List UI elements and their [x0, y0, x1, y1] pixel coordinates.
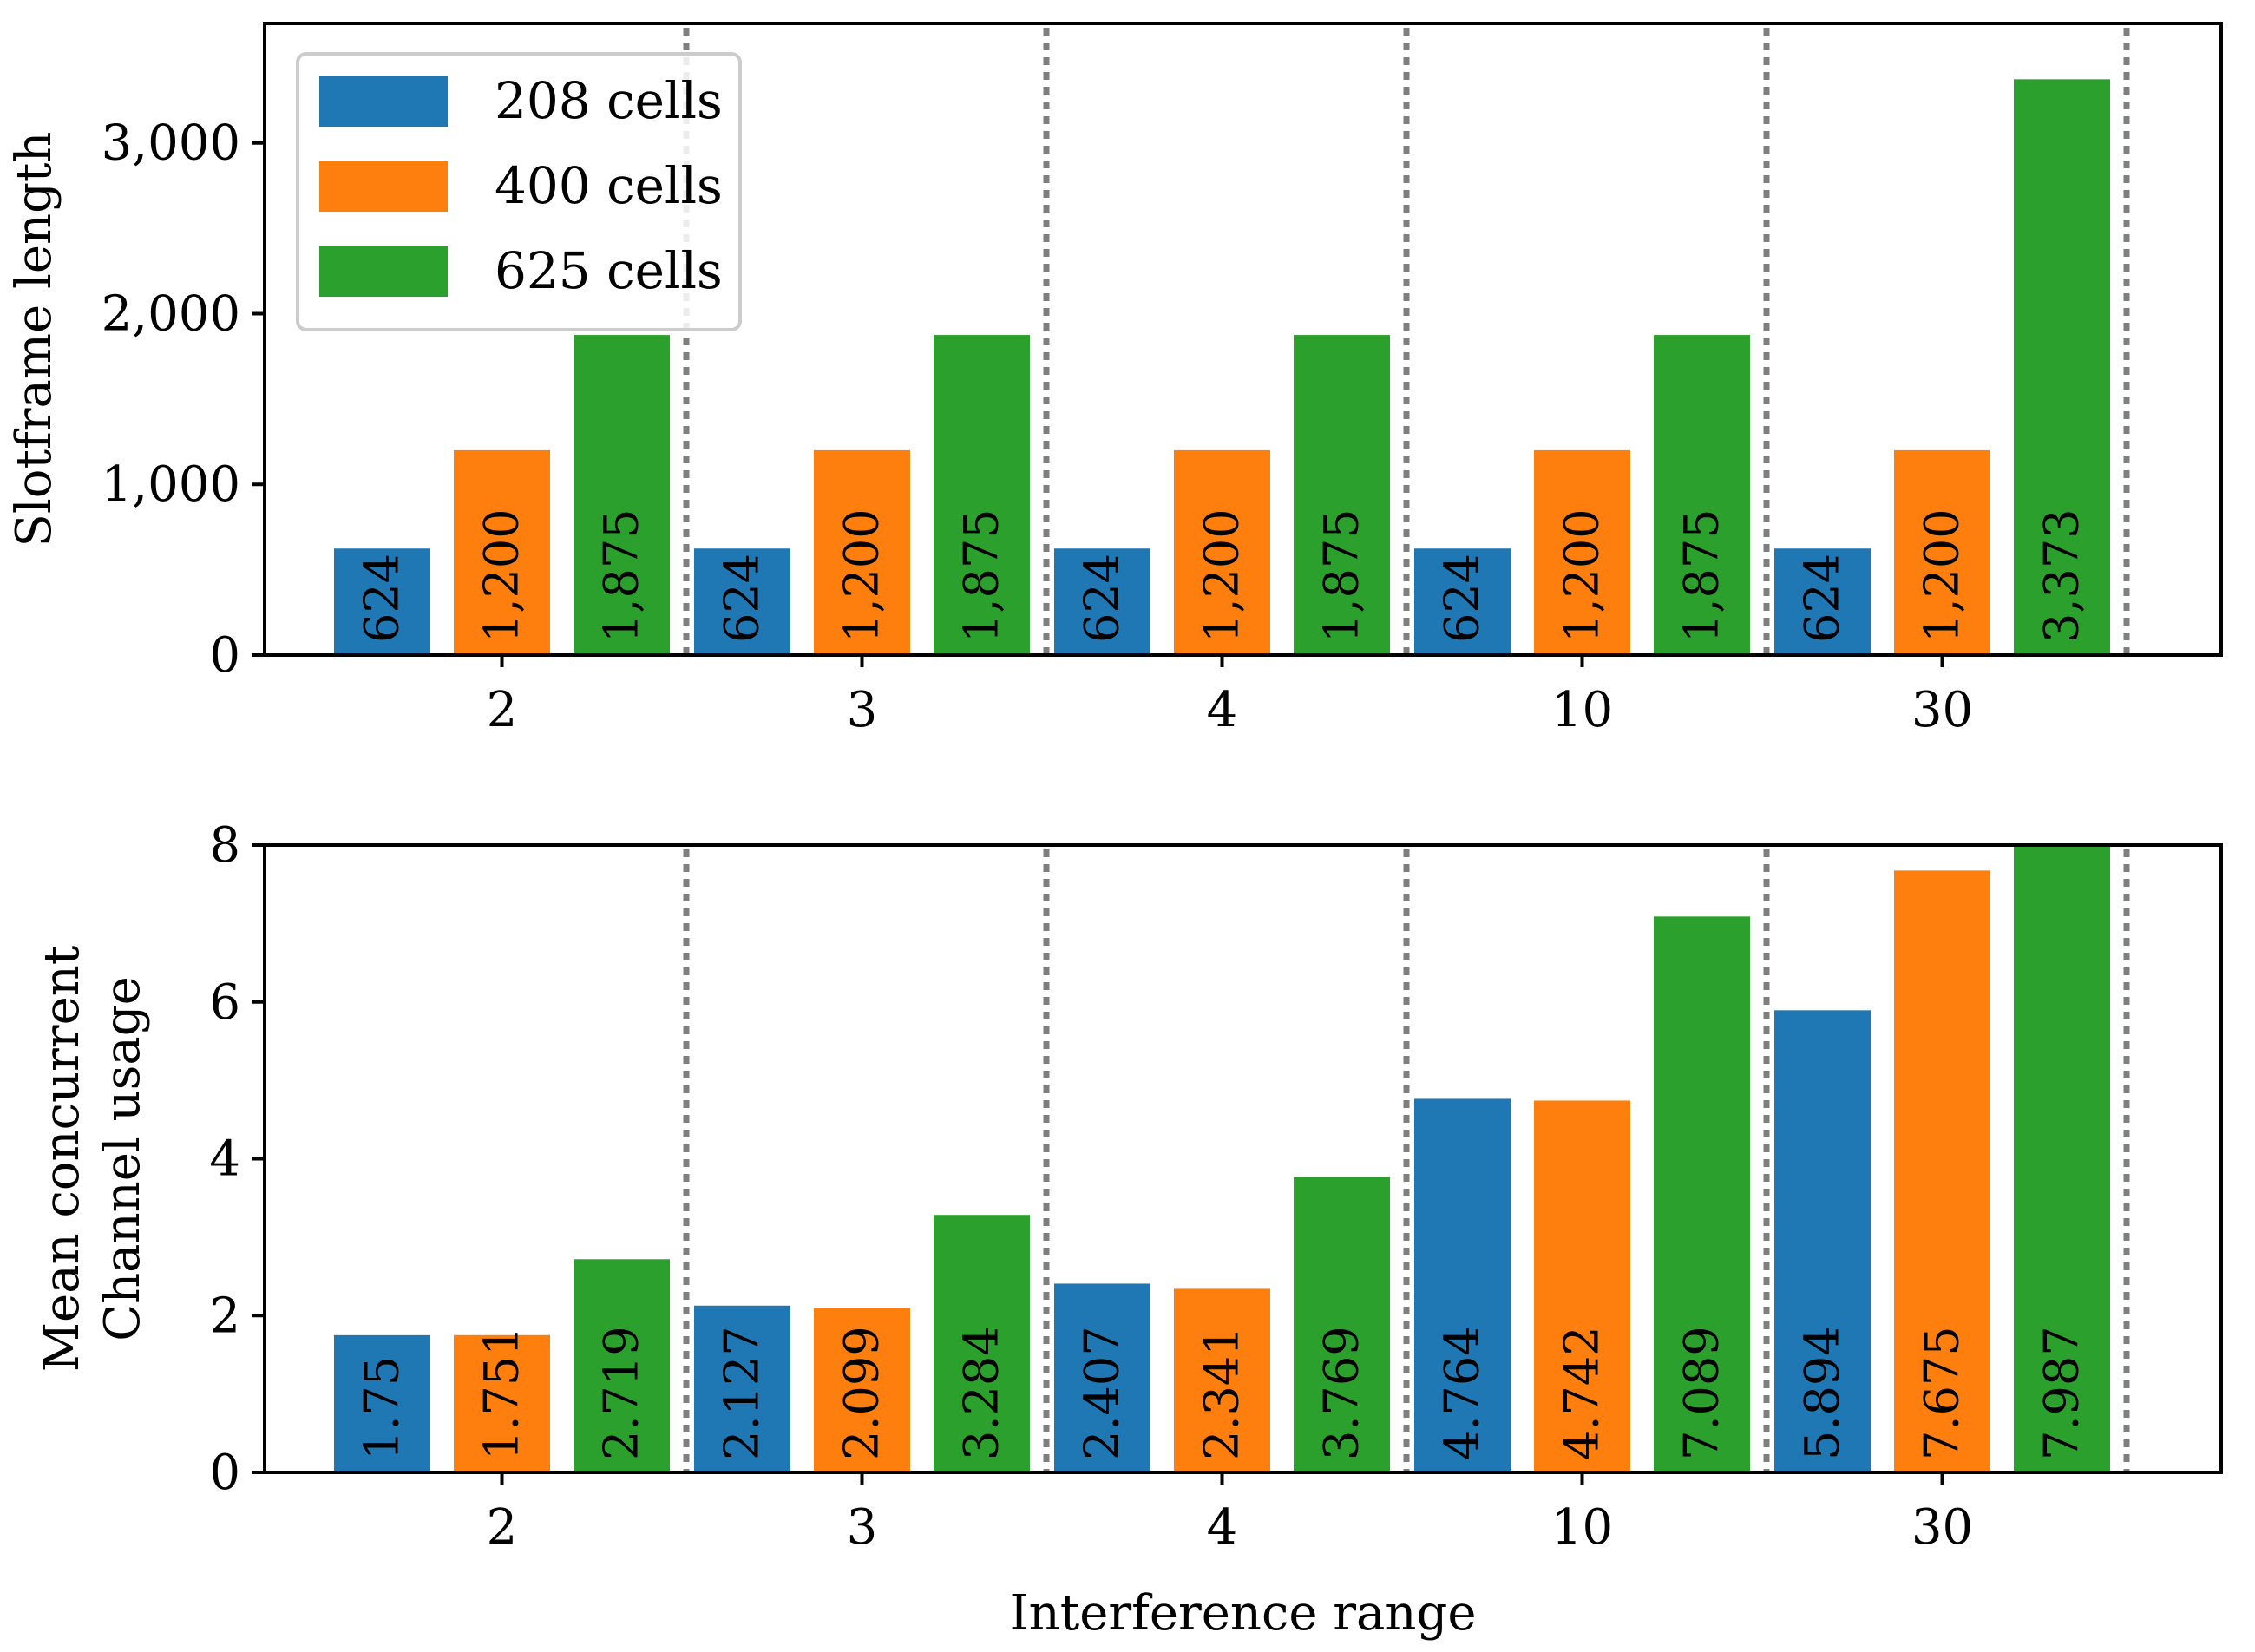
bar-value-label: 2.719 — [594, 1326, 649, 1460]
channel-usage-chart: 1.75 2.127 2.407 4.764 5.894 1.751 2.099 2.341 4… — [34, 817, 2223, 1642]
bar-value-label: 624 — [1435, 554, 1490, 643]
slotframe-length-chart: 624 624 624 624 624 1,200 1,200 1,200 1,200 1,200… — [6, 22, 2223, 738]
bar-value-label: 2.341 — [1195, 1326, 1249, 1460]
bar-208-cells-2 — [334, 1334, 430, 1472]
x-tick-label: 2 — [487, 1499, 518, 1556]
legend-label: 400 cells — [495, 156, 723, 215]
bar-value-label: 7.675 — [1915, 1326, 1970, 1460]
y-tick-label: 6 — [209, 974, 240, 1031]
bar-208-cells-10 — [1414, 548, 1511, 655]
bar-value-label: 4.742 — [1555, 1326, 1609, 1460]
bar-value-label: 1,875 — [954, 508, 1009, 643]
y-tick-label: 0 — [209, 1445, 240, 1501]
bar-value-label: 624 — [1795, 554, 1850, 643]
x-axis-label: Interference range — [1010, 1585, 1477, 1642]
bar-value-label: 1.751 — [475, 1326, 529, 1460]
bar-value-label: 3.769 — [1314, 1326, 1369, 1460]
bar-208-cells-30 — [1774, 548, 1871, 655]
x-tick-label: 10 — [1551, 682, 1613, 738]
bar-value-label: 3.284 — [954, 1326, 1009, 1460]
x-tick-label: 3 — [847, 1499, 878, 1556]
x-tick-label: 4 — [1207, 682, 1238, 738]
legend-swatch — [319, 76, 448, 127]
bar-400-cells-10 — [1534, 1100, 1630, 1472]
bar-value-label: 1,200 — [835, 508, 889, 643]
bar-value-label: 4.764 — [1435, 1326, 1490, 1460]
bar-value-label: 1,200 — [1915, 508, 1970, 643]
bar-400-cells-3 — [814, 1308, 910, 1472]
y-tick-label: 3,000 — [102, 115, 240, 172]
bar-400-cells-2 — [454, 449, 550, 655]
bar-value-label: 7.089 — [1675, 1326, 1729, 1460]
plot-frame — [263, 22, 2223, 657]
legend-label: 625 cells — [495, 241, 723, 300]
legend: 208 cells 400 cells 625 cells — [296, 52, 742, 331]
y-tick-label: 8 — [209, 817, 240, 874]
legend-label: 208 cells — [495, 71, 723, 130]
y-tick-label: 2 — [209, 1288, 240, 1344]
x-tick-label: 3 — [847, 682, 878, 738]
y-tick-label: 1,000 — [102, 456, 240, 513]
x-tick-label: 2 — [487, 682, 518, 738]
bar-value-label: 7.987 — [2035, 1326, 2089, 1460]
y-axis-label: Channel usage — [95, 976, 151, 1341]
bar-value-label: 1,875 — [1675, 508, 1729, 643]
bar-208-cells-4 — [1054, 1283, 1150, 1472]
bar-400-cells-30 — [1894, 870, 1990, 1472]
bar-400-cells-10 — [1534, 449, 1630, 655]
bar-400-cells-2 — [454, 1334, 550, 1472]
y-tick-label: 0 — [209, 627, 240, 684]
bar-value-label: 5.894 — [1795, 1326, 1850, 1460]
bar-625-cells-30 — [2014, 79, 2110, 655]
bar-625-cells-2 — [574, 1259, 670, 1472]
bar-value-label: 2.127 — [715, 1326, 770, 1460]
bar-625-cells-3 — [934, 1215, 1030, 1472]
bar-value-label: 3,373 — [2035, 508, 2089, 643]
bar-value-label: 2.407 — [1075, 1326, 1130, 1460]
bar-value-label: 1,200 — [1195, 508, 1249, 643]
bar-value-label: 1,875 — [594, 508, 649, 643]
legend-swatch — [319, 246, 448, 297]
bar-625-cells-2 — [574, 335, 670, 655]
bar-625-cells-3 — [934, 335, 1030, 655]
y-tick-label: 4 — [209, 1131, 240, 1188]
bar-208-cells-3 — [694, 548, 790, 655]
bar-value-label: 624 — [715, 554, 770, 643]
y-axis-label: Mean concurrent — [34, 945, 90, 1372]
bar-208-cells-10 — [1414, 1098, 1511, 1472]
legend-swatch — [319, 161, 448, 212]
x-tick-label: 30 — [1911, 682, 1973, 738]
bar-value-label: 624 — [355, 554, 410, 643]
bar-625-cells-4 — [1294, 1177, 1390, 1472]
bar-208-cells-4 — [1054, 548, 1150, 655]
bar-value-label: 1,200 — [475, 508, 529, 643]
bar-value-label: 1,875 — [1314, 508, 1369, 643]
bar-400-cells-4 — [1174, 449, 1270, 655]
bar-value-label: 624 — [1075, 554, 1130, 643]
bar-208-cells-3 — [694, 1305, 790, 1472]
bar-625-cells-30 — [2014, 846, 2110, 1472]
bar-value-label: 1.75 — [355, 1356, 410, 1460]
bar-625-cells-4 — [1294, 335, 1390, 655]
x-tick-label: 4 — [1207, 1499, 1238, 1556]
bar-400-cells-4 — [1174, 1288, 1270, 1472]
bar-value-label: 1,200 — [1555, 508, 1609, 643]
x-tick-label: 30 — [1911, 1499, 1973, 1556]
bar-208-cells-2 — [334, 548, 430, 655]
bar-625-cells-10 — [1654, 335, 1750, 655]
y-axis-label: Slotframe length — [6, 132, 62, 547]
bar-400-cells-30 — [1894, 449, 1990, 655]
bar-value-label: 2.099 — [835, 1326, 889, 1460]
bar-208-cells-30 — [1774, 1010, 1871, 1472]
bar-400-cells-3 — [814, 449, 910, 655]
x-tick-label: 10 — [1551, 1499, 1613, 1556]
bar-625-cells-10 — [1654, 916, 1750, 1472]
y-tick-label: 2,000 — [102, 285, 240, 342]
